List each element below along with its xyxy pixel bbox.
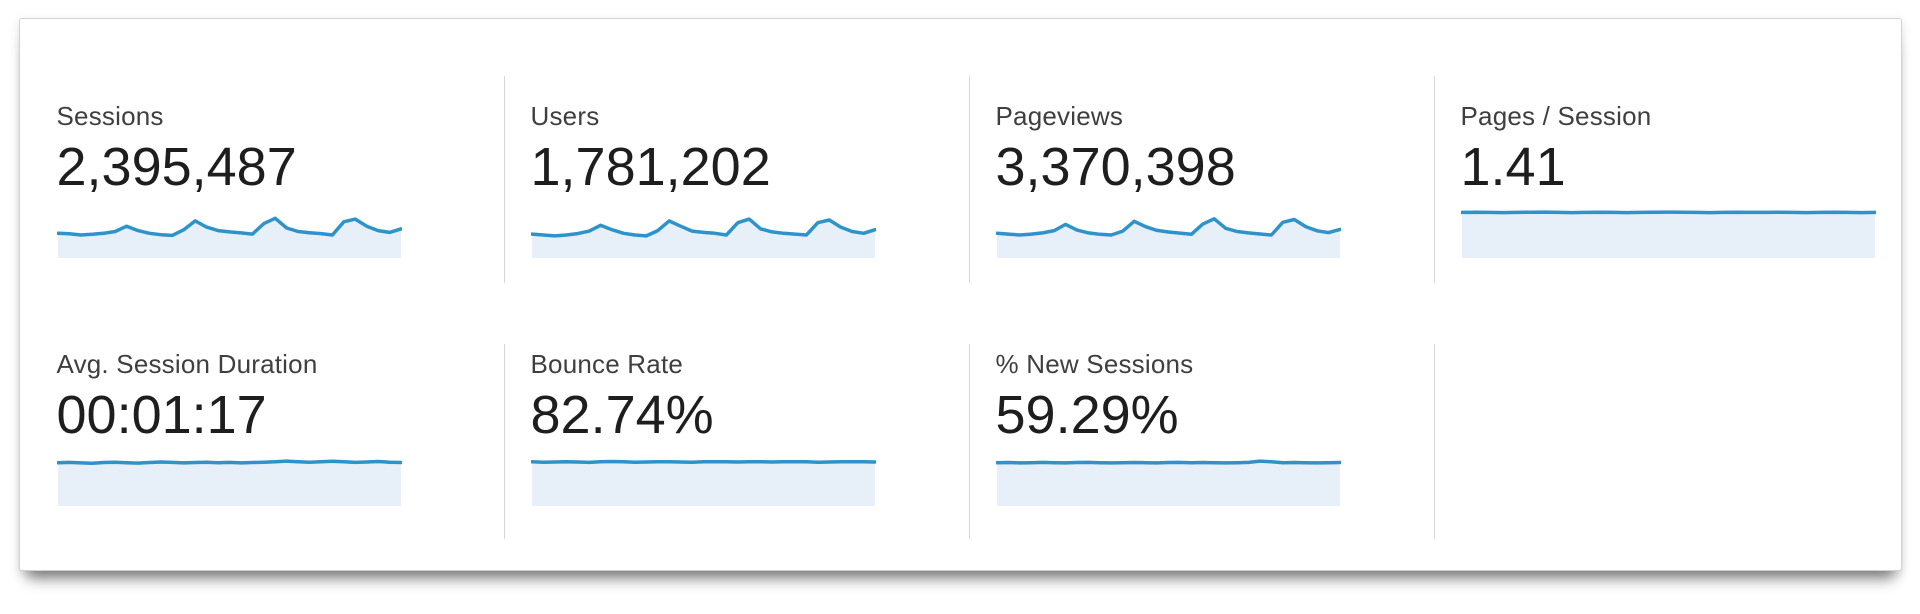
metric-value-bounce-rate: 82.74%	[530, 384, 714, 445]
metric-card-users[interactable]: Users 1,781,202	[503, 76, 969, 283]
pageviews-sparkline-chart	[994, 205, 1342, 259]
metrics-summary-panel: Sessions 2,395,487 Users 1,781,202 Pagev…	[18, 18, 1902, 571]
percent-new-sessions-sparkline-chart	[994, 453, 1342, 507]
metric-label-sessions: Sessions	[56, 101, 164, 131]
metric-card-pageviews[interactable]: Pageviews 3,370,398	[968, 76, 1434, 283]
metric-value-percent-new-sessions: 59.29%	[995, 384, 1179, 445]
metric-card-sessions[interactable]: Sessions 2,395,487	[20, 76, 504, 283]
metric-label-pages-per-session: Pages / Session	[1460, 101, 1652, 131]
avg-session-duration-sparkline-chart	[55, 453, 403, 507]
metric-value-pageviews: 3,370,398	[995, 136, 1236, 197]
metric-card-bounce-rate[interactable]: Bounce Rate 82.74%	[503, 344, 969, 539]
metric-label-pageviews: Pageviews	[995, 101, 1124, 131]
metric-label-percent-new-sessions: % New Sessions	[995, 349, 1194, 379]
metric-value-users: 1,781,202	[530, 136, 771, 197]
metric-label-avg-session-duration: Avg. Session Duration	[56, 349, 318, 379]
metric-label-users: Users	[530, 101, 600, 131]
pages-per-session-sparkline-chart	[1459, 205, 1877, 259]
metric-label-bounce-rate: Bounce Rate	[530, 349, 684, 379]
users-sparkline-chart	[529, 205, 877, 259]
metric-value-pages-per-session: 1.41	[1460, 136, 1566, 197]
sessions-sparkline-chart	[55, 205, 403, 259]
metric-value-sessions: 2,395,487	[56, 136, 297, 197]
metric-card-avg-session-duration[interactable]: Avg. Session Duration 00:01:17	[20, 344, 504, 539]
empty-metric-slot	[1433, 344, 1901, 539]
metrics-grid: Sessions 2,395,487 Users 1,781,202 Pagev…	[20, 19, 1901, 539]
bounce-rate-sparkline-chart	[529, 453, 877, 507]
metric-card-percent-new-sessions[interactable]: % New Sessions 59.29%	[968, 344, 1434, 539]
metric-card-pages-per-session[interactable]: Pages / Session 1.41	[1433, 76, 1901, 283]
metric-value-avg-session-duration: 00:01:17	[56, 384, 267, 445]
